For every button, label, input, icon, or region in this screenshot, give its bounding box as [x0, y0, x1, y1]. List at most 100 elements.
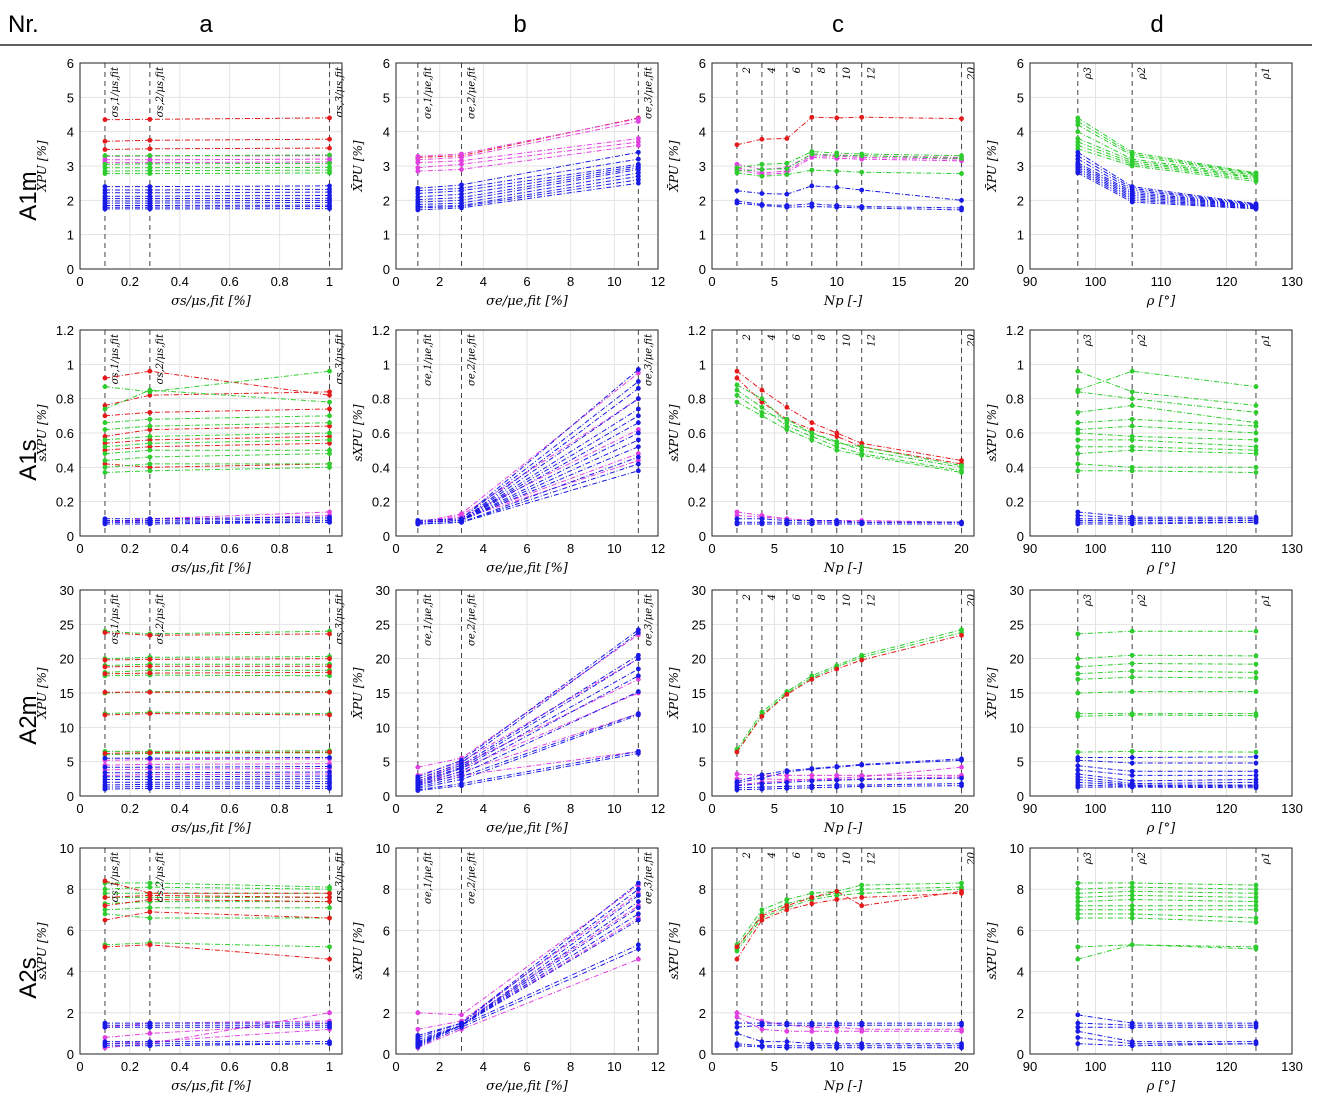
data-point-blue — [147, 1024, 153, 1030]
y-axis-label: X̄PU [%] — [350, 667, 365, 719]
data-point-green — [147, 423, 153, 429]
y-tick-label: 15 — [376, 686, 390, 701]
x-tick-label: 10 — [607, 1059, 621, 1074]
data-point-green — [1075, 676, 1081, 682]
x-tick-label: 120 — [1216, 1059, 1238, 1074]
reference-line-label: σs,1/μs,fit — [110, 333, 121, 384]
y-tick-label: 6 — [699, 923, 706, 938]
y-tick-label: 30 — [60, 583, 74, 598]
data-point-blue — [102, 190, 108, 196]
data-point-green — [1075, 139, 1081, 145]
data-point-blue — [102, 1024, 108, 1030]
data-point-green — [1253, 890, 1259, 896]
y-tick-label: 0 — [1017, 262, 1024, 277]
x-tick-label: 130 — [1281, 1059, 1303, 1074]
reference-line-label: ρ3 — [1083, 594, 1094, 607]
data-point-green — [1253, 420, 1259, 426]
x-tick-label: 0.2 — [121, 274, 139, 289]
reference-line-label: 4 — [767, 334, 778, 341]
y-tick-label: 0 — [67, 529, 74, 544]
x-tick-label: 0 — [392, 274, 399, 289]
x-axis-label: σs/μs,fit [%] — [171, 294, 252, 309]
data-point-blue — [1075, 149, 1081, 155]
data-point-green — [734, 382, 740, 388]
data-point-green — [1253, 882, 1259, 888]
data-point-red — [102, 671, 108, 677]
y-tick-label: 4 — [383, 965, 390, 980]
data-point-green — [102, 458, 108, 463]
reference-line-label: σe,3/μe,fit — [643, 593, 654, 646]
data-point-magenta — [734, 509, 740, 515]
y-tick-label: 10 — [60, 720, 74, 735]
data-point-blue — [102, 206, 108, 212]
data-point-blue — [734, 1031, 740, 1036]
data-point-blue — [635, 444, 641, 450]
data-point-red — [859, 903, 865, 909]
data-point-blue — [147, 1043, 153, 1049]
y-tick-label: 20 — [692, 652, 706, 667]
data-point-green — [1253, 447, 1259, 453]
x-tick-label: 20 — [954, 541, 968, 556]
data-point-blue — [1129, 1043, 1135, 1049]
x-tick-label: 120 — [1216, 541, 1238, 556]
data-point-green — [1075, 461, 1081, 467]
data-point-green — [147, 153, 153, 159]
data-point-blue — [834, 521, 840, 527]
y-tick-label: 30 — [376, 583, 390, 598]
y-axis-label: sXPU [%] — [667, 922, 681, 980]
data-point-red — [147, 909, 153, 915]
reference-line-label: 8 — [817, 594, 828, 600]
data-point-red — [102, 630, 108, 635]
series-line-green — [104, 463, 330, 468]
data-point-green — [759, 413, 765, 419]
reference-line-label: 8 — [817, 852, 828, 858]
x-tick-label: 2 — [436, 801, 443, 816]
y-tick-label: 1 — [383, 357, 390, 372]
data-point-red — [327, 890, 332, 896]
panel-A2s-d: 0 2 4 6 8 10 90 100 110 120 130 ρ3 ρ2 ρ1 ρ [°] sXPU [%] — [985, 841, 1303, 1094]
data-point-blue — [102, 184, 108, 190]
data-point-blue — [1129, 784, 1135, 790]
x-axis-label: ρ [°] — [1146, 821, 1176, 836]
data-point-blue — [834, 1022, 840, 1028]
data-point-green — [1075, 451, 1081, 456]
y-tick-label: 0.2 — [1006, 495, 1024, 510]
data-point-red — [327, 749, 332, 755]
data-point-red — [327, 670, 332, 675]
data-point-green — [147, 434, 153, 439]
data-point-green — [327, 451, 332, 456]
data-point-red — [147, 427, 153, 432]
series-line-blue — [417, 632, 639, 780]
x-axis-label: ρ [°] — [1146, 294, 1176, 309]
data-point-green — [1075, 664, 1081, 670]
data-point-green — [1129, 416, 1135, 422]
data-point-green — [147, 905, 153, 911]
y-tick-label: 25 — [376, 617, 390, 632]
reference-line-label: σe,2/μe,fit — [467, 333, 478, 386]
series-line-green — [104, 674, 330, 677]
series-line-green — [104, 422, 330, 431]
data-point-blue — [1075, 784, 1081, 790]
x-tick-label: 5 — [771, 274, 778, 289]
data-point-magenta — [459, 158, 464, 164]
x-tick-label: 10 — [830, 274, 844, 289]
x-tick-label: 12 — [651, 274, 665, 289]
x-tick-label: 6 — [523, 541, 530, 556]
data-point-blue — [959, 757, 964, 763]
data-point-red — [327, 899, 332, 904]
x-tick-label: 5 — [771, 801, 778, 816]
x-tick-label: 100 — [1085, 1059, 1107, 1074]
data-point-red — [147, 437, 153, 443]
data-point-blue — [635, 656, 641, 662]
y-tick-label: 20 — [376, 652, 390, 667]
data-point-red — [147, 368, 153, 374]
data-point-red — [327, 406, 332, 412]
y-tick-label: 1 — [1017, 228, 1024, 243]
data-point-green — [1075, 389, 1081, 395]
data-point-green — [959, 463, 964, 469]
y-tick-label: 0 — [383, 262, 390, 277]
data-point-red — [734, 368, 740, 374]
y-tick-label: 0.2 — [372, 495, 390, 510]
y-tick-label: 5 — [1017, 755, 1024, 770]
axes-frame — [79, 62, 343, 270]
